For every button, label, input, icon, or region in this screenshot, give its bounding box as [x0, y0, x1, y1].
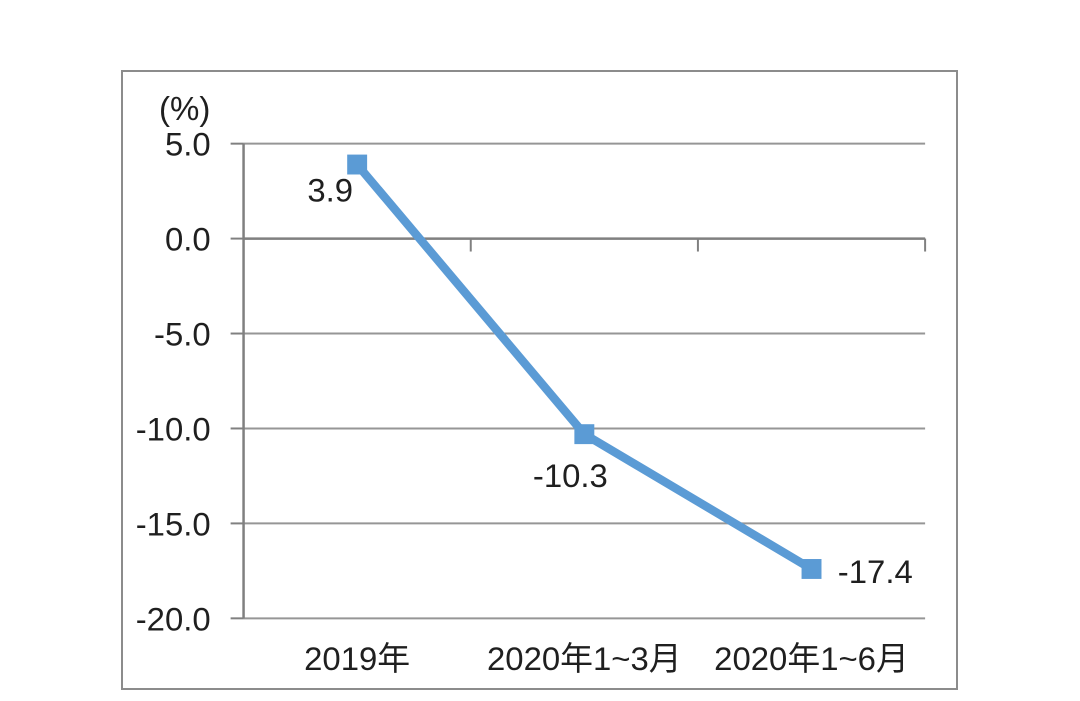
data-point-marker: [347, 154, 368, 175]
x-tick-label: 2020年1~6月: [714, 640, 909, 677]
x-tick-label: 2019年: [304, 640, 410, 677]
data-point-marker: [574, 424, 595, 445]
y-axis-unit-label: (%): [159, 90, 211, 127]
x-tick-label: 2020年1~3月: [487, 640, 682, 677]
y-tick-label: 0.0: [165, 221, 211, 258]
data-label: 3.9: [307, 171, 353, 208]
y-tick-label: -10.0: [136, 410, 211, 447]
chart-frame: (%) 5.0 0.0 -5.0 -10.0 -15.0 -20.0 3.9 -10.3 -17…: [121, 70, 958, 690]
data-line: [353, 161, 814, 573]
y-tick-label: -5.0: [154, 315, 211, 352]
y-tick-label: 5.0: [165, 126, 211, 163]
y-tick-label: -15.0: [136, 505, 211, 542]
data-point-marker: [801, 559, 822, 579]
data-label: -17.4: [838, 553, 913, 590]
data-label: -10.3: [533, 457, 608, 494]
y-tick-label: -20.0: [136, 600, 211, 637]
line-chart: 5.0 0.0 -5.0 -10.0 -15.0 -20.0 3.9 -10.3 -17.4 20…: [136, 126, 927, 677]
